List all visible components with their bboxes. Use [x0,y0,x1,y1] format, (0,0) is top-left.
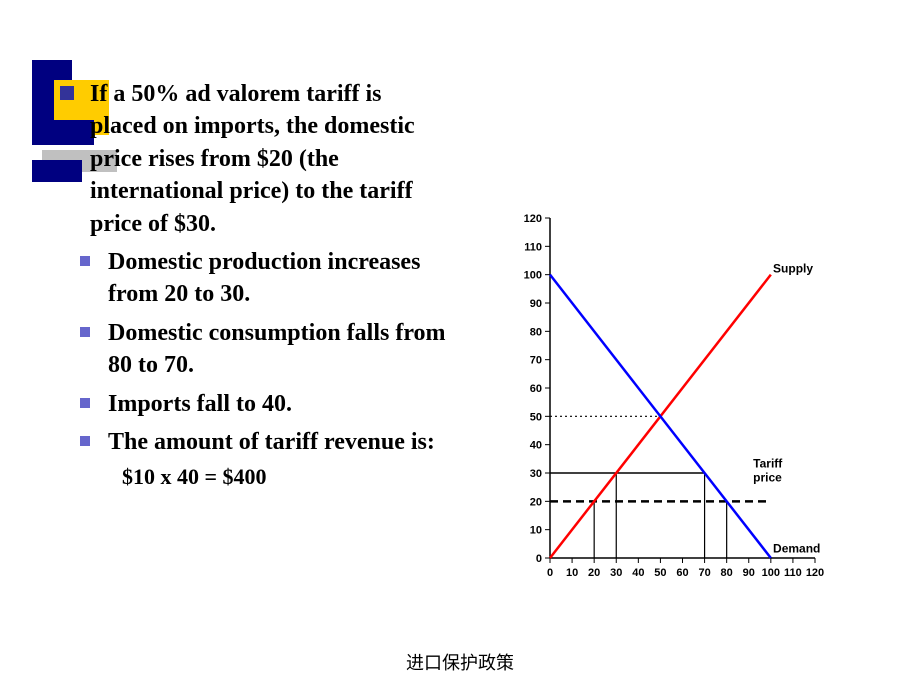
bullet-marker [80,398,90,408]
bullet-item: If a 50% ad valorem tariff is placed on … [60,78,450,240]
svg-text:90: 90 [530,298,542,310]
svg-text:30: 30 [610,567,622,579]
bullet-item: The amount of tariff revenue is: [60,426,450,458]
bullet-list: If a 50% ad valorem tariff is placed on … [60,78,450,490]
svg-text:120: 120 [524,213,542,225]
svg-text:110: 110 [784,567,802,579]
svg-text:60: 60 [676,567,688,579]
svg-text:70: 70 [698,567,710,579]
revenue-calculation: $10 x 40 = $400 [122,464,450,490]
bullet-marker [80,436,90,446]
bullet-item: Domestic consumption falls from 80 to 70… [60,317,450,382]
svg-text:Supply: Supply [773,262,813,276]
svg-text:120: 120 [806,567,824,579]
svg-text:50: 50 [654,567,666,579]
svg-text:20: 20 [530,496,542,508]
svg-text:90: 90 [743,567,755,579]
svg-text:80: 80 [530,326,542,338]
svg-text:80: 80 [721,567,733,579]
bullet-text: Domestic consumption falls from 80 to 70… [108,317,450,382]
svg-text:20: 20 [588,567,600,579]
svg-text:10: 10 [566,567,578,579]
svg-text:price: price [753,471,782,485]
svg-text:Tariff: Tariff [753,456,783,470]
bullet-marker [60,86,74,100]
svg-text:30: 30 [530,468,542,480]
svg-text:0: 0 [547,567,553,579]
bullet-text: Imports fall to 40. [108,388,292,420]
bullet-text: If a 50% ad valorem tariff is placed on … [90,78,450,240]
bullet-marker [80,256,90,266]
bullet-text: The amount of tariff revenue is: [108,426,435,458]
svg-text:110: 110 [524,241,542,253]
bullet-marker [80,327,90,337]
svg-text:100: 100 [762,567,780,579]
svg-text:10: 10 [530,525,542,537]
svg-text:40: 40 [530,440,542,452]
svg-text:Demand: Demand [773,541,820,555]
svg-text:60: 60 [530,383,542,395]
svg-text:0: 0 [536,553,542,565]
svg-text:70: 70 [530,355,542,367]
bullet-item: Domestic production increases from 20 to… [60,246,450,311]
bullet-text: Domestic production increases from 20 to… [108,246,450,311]
svg-text:40: 40 [632,567,644,579]
svg-text:100: 100 [524,270,542,282]
supply-demand-chart: 0 10 20 30 40 50 60 70 80 90 100 110 120 0 10 20 30 40 50 6… [512,208,892,608]
footer-caption: 进口保护政策 [0,649,920,675]
bullet-item: Imports fall to 40. [60,388,450,420]
svg-text:50: 50 [530,411,542,423]
